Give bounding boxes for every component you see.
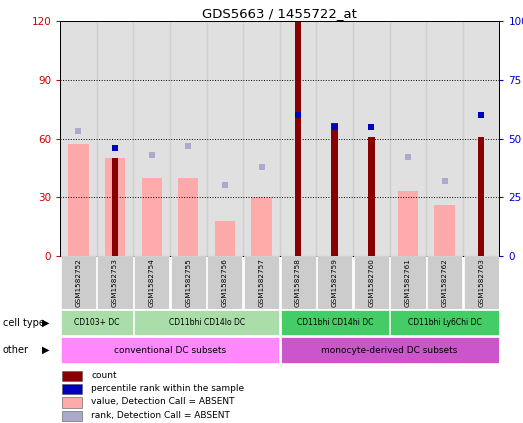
Bar	[62, 397, 82, 408]
Title: GDS5663 / 1455722_at: GDS5663 / 1455722_at	[202, 7, 357, 20]
Bar	[435, 205, 454, 256]
Bar	[354, 256, 389, 309]
Bar	[207, 21, 243, 256]
Bar	[368, 137, 374, 256]
Bar	[280, 338, 499, 363]
Bar	[295, 21, 301, 256]
Text: percentile rank within the sample: percentile rank within the sample	[92, 384, 245, 393]
Text: CD11bhi Ly6Chi DC: CD11bhi Ly6Chi DC	[407, 318, 482, 327]
Text: GSM1582752: GSM1582752	[75, 258, 82, 308]
Bar	[170, 256, 206, 309]
Bar	[390, 21, 426, 256]
Bar	[170, 21, 207, 256]
Text: conventional DC subsets: conventional DC subsets	[114, 346, 226, 354]
Bar	[426, 21, 463, 256]
Text: cell type: cell type	[3, 318, 44, 328]
Text: rank, Detection Call = ABSENT: rank, Detection Call = ABSENT	[92, 411, 230, 420]
Text: GSM1582760: GSM1582760	[368, 258, 374, 308]
Bar	[280, 21, 316, 256]
Bar	[252, 197, 271, 256]
Bar	[243, 21, 280, 256]
Text: GSM1582753: GSM1582753	[112, 258, 118, 308]
Bar	[134, 256, 169, 309]
Bar	[62, 411, 82, 421]
Bar	[390, 310, 499, 335]
Bar	[133, 21, 170, 256]
Bar	[215, 221, 235, 256]
Bar	[97, 256, 133, 309]
Text: ▶: ▶	[42, 318, 50, 328]
Text: CD11bhi CD14hi DC: CD11bhi CD14hi DC	[297, 318, 373, 327]
Text: GSM1582757: GSM1582757	[258, 258, 265, 308]
Bar	[112, 158, 118, 256]
Bar	[463, 21, 499, 256]
Bar	[61, 338, 279, 363]
Bar	[62, 371, 82, 381]
Text: ▶: ▶	[42, 345, 50, 355]
Bar	[178, 178, 198, 256]
Bar	[280, 310, 389, 335]
Text: CD11bhi CD14lo DC: CD11bhi CD14lo DC	[168, 318, 245, 327]
Bar	[280, 256, 316, 309]
Bar	[142, 178, 162, 256]
Text: CD103+ DC: CD103+ DC	[74, 318, 119, 327]
Bar	[60, 21, 97, 256]
Text: GSM1582762: GSM1582762	[441, 258, 448, 308]
Bar	[390, 256, 426, 309]
Text: GSM1582761: GSM1582761	[405, 258, 411, 308]
Bar	[353, 21, 390, 256]
Text: GSM1582763: GSM1582763	[478, 258, 484, 308]
Text: value, Detection Call = ABSENT: value, Detection Call = ABSENT	[92, 397, 235, 407]
Bar	[69, 144, 88, 256]
Bar	[316, 21, 353, 256]
Bar	[97, 21, 133, 256]
Bar	[427, 256, 462, 309]
Text: GSM1582755: GSM1582755	[185, 258, 191, 308]
Text: GSM1582756: GSM1582756	[222, 258, 228, 308]
Bar	[317, 256, 353, 309]
Bar	[207, 256, 243, 309]
Text: count: count	[92, 371, 117, 380]
Bar	[134, 310, 279, 335]
Bar	[332, 123, 338, 256]
Bar	[398, 191, 418, 256]
Text: other: other	[3, 345, 29, 355]
Text: monocyte-derived DC subsets: monocyte-derived DC subsets	[322, 346, 458, 354]
Text: GSM1582754: GSM1582754	[149, 258, 155, 308]
Bar	[478, 137, 484, 256]
Bar	[105, 158, 125, 256]
Text: GSM1582758: GSM1582758	[295, 258, 301, 308]
Bar	[62, 384, 82, 394]
Bar	[61, 310, 133, 335]
Bar	[463, 256, 499, 309]
Text: GSM1582759: GSM1582759	[332, 258, 338, 308]
Bar	[61, 256, 96, 309]
Bar	[244, 256, 279, 309]
